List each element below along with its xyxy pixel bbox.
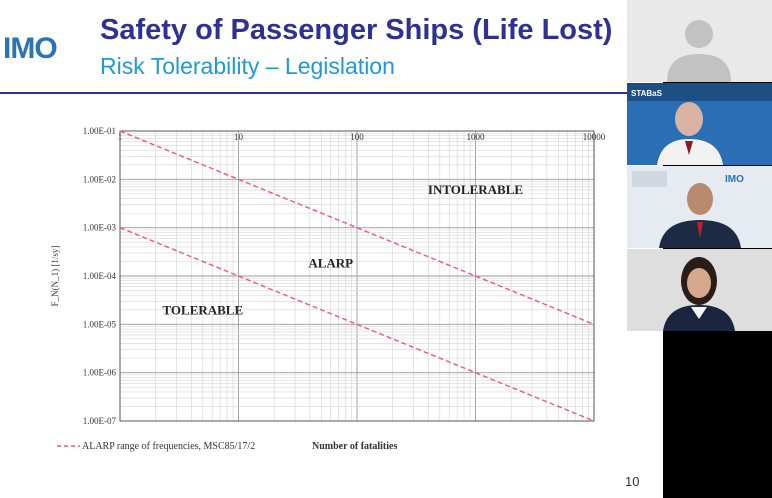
chart-grid [119, 131, 594, 422]
y-tick-labels: 1.00E-01 1.00E-02 1.00E-03 1.00E-04 1.00E-05… [83, 126, 117, 426]
participant-video [627, 249, 772, 331]
imo-logo: IMO [3, 30, 75, 68]
y-tick-label: 1.00E-03 [83, 223, 117, 233]
x-tick-label: 10 [234, 132, 244, 142]
presentation-slide: IMO Safety of Passenger Ships (Life Lost… [0, 0, 663, 498]
slide-number: 10 [625, 474, 640, 489]
logo-text: IMO [3, 32, 58, 65]
fn-chart: 1 10 100 1000 10000 1.00E-01 1.00E-02 1.00E-03… [50, 126, 606, 452]
y-tick-label: 1.00E-05 [83, 319, 117, 329]
participant-tile[interactable]: IMO [627, 166, 772, 248]
svg-text:IMO: IMO [725, 174, 744, 185]
region-label-intolerable: INTOLERABLE [428, 182, 523, 197]
participant-tile[interactable] [627, 0, 772, 82]
participant-gallery: STABaS IMO [627, 0, 772, 498]
participant-video: STABaS [627, 83, 772, 165]
alarp-boundary-line-1 [119, 130, 595, 325]
participant-tile[interactable] [627, 249, 772, 331]
x-tick-label: 1000 [467, 132, 486, 142]
title-divider [0, 92, 663, 94]
y-tick-label: 1.00E-06 [83, 368, 117, 378]
y-axis-label: F_N(N_1) [1/sy] [50, 246, 60, 307]
alarp-boundary-line-2 [119, 227, 595, 422]
series-lines [119, 130, 595, 422]
x-tick-label: 1 [118, 132, 123, 142]
y-tick-label: 1.00E-07 [83, 416, 117, 426]
avatar-placeholder-icon [667, 20, 731, 82]
x-tick-label: 100 [350, 132, 364, 142]
participant-tile[interactable]: STABaS [627, 83, 772, 165]
slide-title: Safety of Passenger Ships (Life Lost) [100, 14, 613, 46]
y-tick-label: 1.00E-04 [83, 271, 117, 281]
region-label-tolerable: TOLERABLE [162, 302, 243, 317]
x-tick-labels: 1 10 100 1000 10000 [118, 132, 606, 142]
y-tick-label: 1.00E-02 [83, 174, 116, 184]
svg-text:STABaS: STABaS [631, 89, 663, 98]
empty-video-area [663, 331, 772, 498]
region-label-alarp: ALARP [308, 255, 353, 270]
region-labels: INTOLERABLE ALARP TOLERABLE [162, 182, 523, 318]
x-axis-label: Number of fatalities [312, 441, 397, 452]
x-tick-label: 10000 [583, 132, 606, 142]
y-tick-label: 1.00E-01 [83, 126, 116, 136]
plot-frame [119, 130, 595, 422]
legend-label: ALARP range of frequencies, MSC85/17/2 [82, 441, 255, 452]
participant-video: IMO [627, 166, 772, 248]
slide-subtitle: Risk Tolerability – Legislation [100, 53, 395, 79]
